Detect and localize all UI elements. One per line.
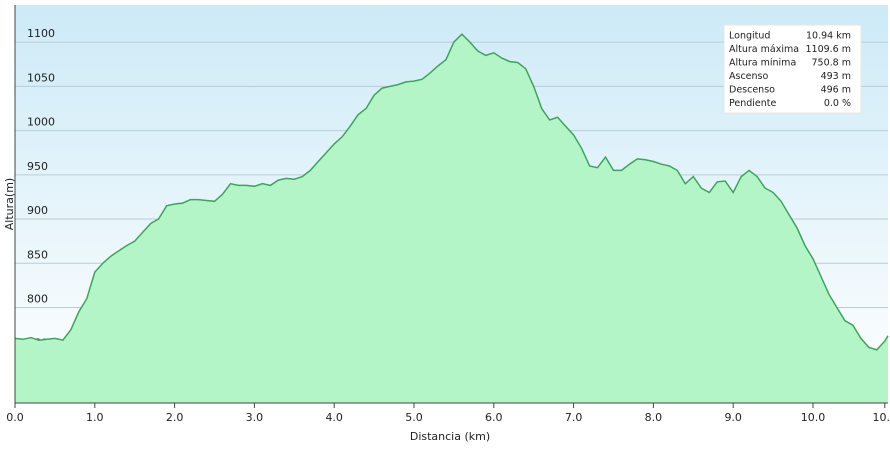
- info-label: Ascenso: [729, 71, 768, 82]
- x-tick-label: 10.0: [801, 411, 826, 424]
- x-tick-label: 7.0: [565, 411, 583, 424]
- x-tick-label: 0.0: [6, 411, 24, 424]
- info-label: Longitud: [729, 31, 770, 42]
- info-value: 1109.6 m: [805, 44, 851, 55]
- x-tick-label: 10.9: [873, 411, 890, 424]
- x-tick-label: 2.0: [166, 411, 184, 424]
- info-label: Altura máxima: [729, 44, 799, 55]
- x-axis-label: Distancia (km): [410, 430, 490, 443]
- elevation-line: [14, 33, 889, 351]
- info-value: 750.8 m: [812, 58, 851, 69]
- y-tick-label: 850: [27, 248, 48, 261]
- y-tick-label: 1100: [27, 27, 55, 40]
- elevation-area: [15, 34, 888, 403]
- x-tick-label: 5.0: [405, 411, 423, 424]
- info-value: 10.94 km: [806, 31, 851, 42]
- x-tick-label: 9.0: [724, 411, 742, 424]
- x-tick-label: 4.0: [325, 411, 343, 424]
- info-background: [723, 24, 862, 114]
- x-tick-label: 6.0: [485, 411, 503, 424]
- x-tick-label: 3.0: [246, 411, 264, 424]
- y-tick-label: 900: [27, 204, 48, 217]
- y-tick-label: 950: [27, 160, 48, 173]
- info-value: 0.0 %: [824, 98, 851, 109]
- info-box: Longitud 10.94 km Altura máxima 1109.6 m Alt…: [723, 24, 862, 114]
- x-tick-label: 1.0: [86, 411, 104, 424]
- y-tick-label: 1050: [27, 71, 55, 84]
- info-label: Altura mínima: [729, 58, 796, 69]
- x-tick-label: 8.0: [645, 411, 663, 424]
- y-axis-label: Altura(m): [3, 178, 16, 230]
- info-label: Pendiente: [729, 98, 777, 109]
- info-label: Descenso: [729, 85, 775, 96]
- info-value: 493 m: [821, 71, 851, 82]
- y-tick-label: 1000: [27, 116, 55, 129]
- y-tick-label: 800: [27, 292, 48, 305]
- info-value: 496 m: [821, 85, 851, 96]
